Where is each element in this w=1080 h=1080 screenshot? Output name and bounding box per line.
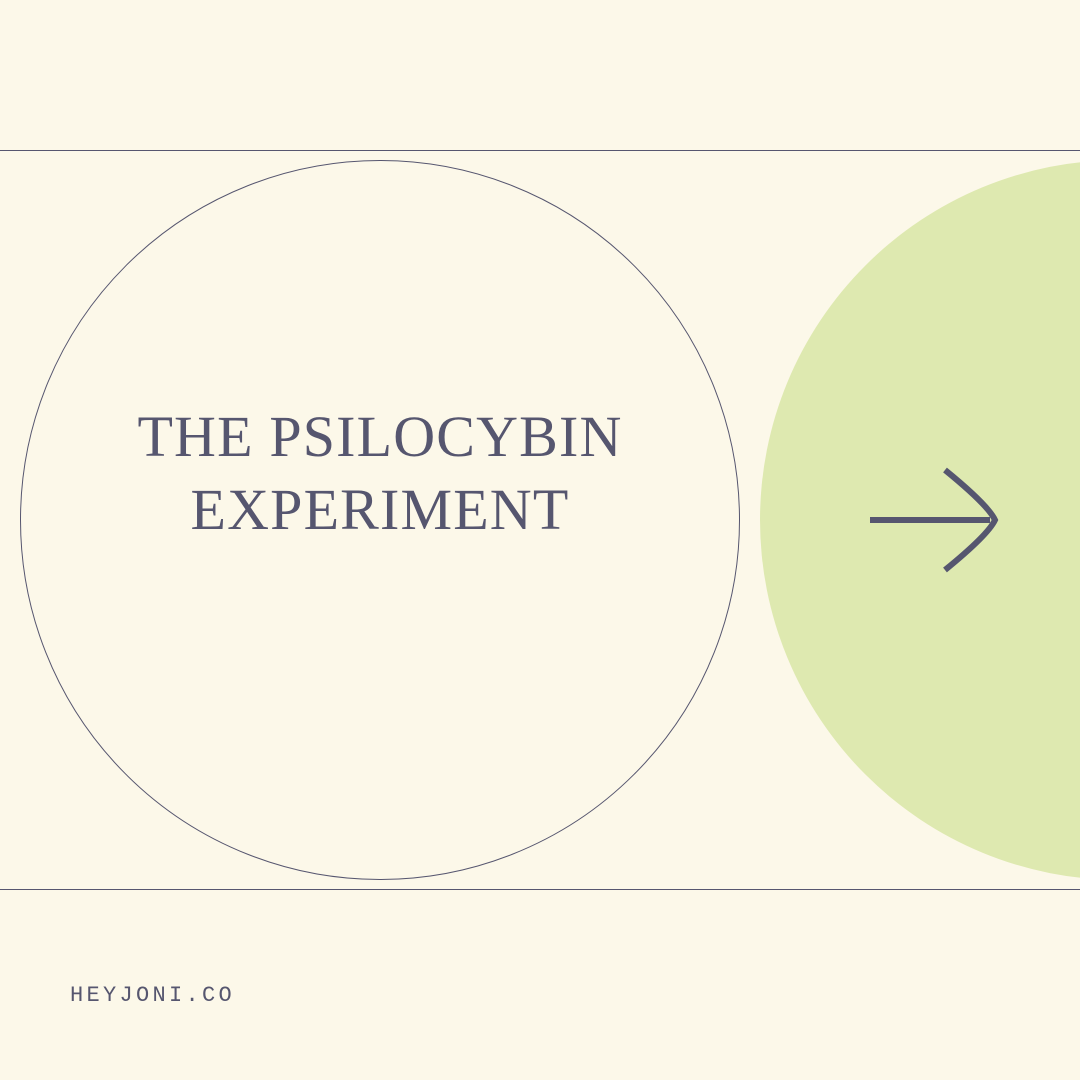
left-circle: THE PSILOCYBIN EXPERIMENT xyxy=(20,160,740,880)
footer-url: HEYJONI.CO xyxy=(70,983,235,1008)
title-line-2: EXPERIMENT xyxy=(137,474,622,547)
arrow-right-icon xyxy=(860,460,1010,580)
title-line-1: THE PSILOCYBIN xyxy=(137,401,622,474)
main-title: THE PSILOCYBIN EXPERIMENT xyxy=(137,401,622,546)
